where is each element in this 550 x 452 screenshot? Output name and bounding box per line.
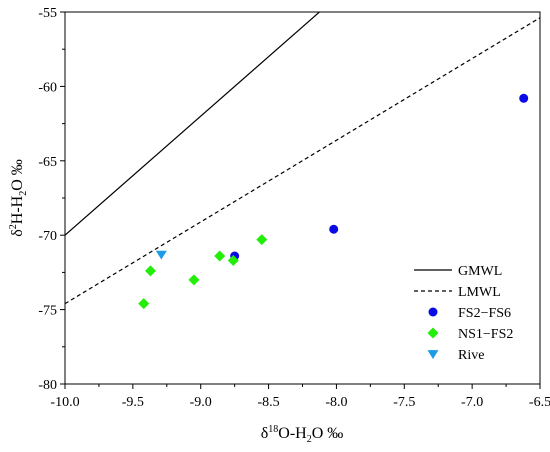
y-tick-label: -65 [38,155,57,170]
y-tick-label: -55 [38,6,57,21]
legend-marker [427,327,439,339]
fs2-fs6-point [329,224,339,234]
x-tick-label: -9.0 [190,395,212,410]
x-tick-label: -9.5 [122,395,144,410]
y-tick-label: -70 [38,229,57,244]
rive-point [155,250,167,260]
ns1-fs2-point [145,265,156,277]
x-axis-title: δ18O-H2O ‰ [261,424,344,445]
legend-label: NS1−FS2 [458,327,513,342]
x-tick-label: -6.5 [529,395,550,410]
ns1-fs2-point [256,234,268,246]
ns1-fs2-point [188,274,200,286]
ns1-fs2-point [138,298,150,310]
legend-label: FS2−FS6 [458,306,511,321]
legend-label: GMWL [458,264,502,279]
legend-marker [428,307,438,317]
plot-frame [64,11,541,385]
x-tick-label: -8.5 [257,395,279,410]
data-points [138,93,529,310]
ns1-fs2-point [227,254,239,266]
reference-lines [65,12,540,305]
gmwl-line [65,12,321,236]
lmwl-line [65,17,540,305]
y-axis-title: δ2H-H2O ‰ [8,159,29,237]
ns1-fs2-point [214,250,226,262]
y-tick-label: -60 [38,80,57,95]
legend: GMWL LMWL FS2−FS6 NS1−FS2 Rive [414,264,513,363]
legend-label: Rive [458,348,484,363]
x-tick-label: -10.0 [50,395,79,410]
axis-ticks: -10.0 -9.5 -9.0 -8.5 -8.0 -7.5 -7.0 -6.5 -80 -75 -… [38,6,550,410]
x-tick-label: -7.5 [393,395,415,410]
y-tick-label: -80 [38,378,57,393]
x-tick-label: -7.0 [461,395,483,410]
legend-marker [427,350,439,359]
y-tick-label: -75 [38,304,57,319]
x-tick-label: -8.0 [325,395,347,410]
legend-label: LMWL [458,285,501,300]
fs2-fs6-point [519,93,529,103]
